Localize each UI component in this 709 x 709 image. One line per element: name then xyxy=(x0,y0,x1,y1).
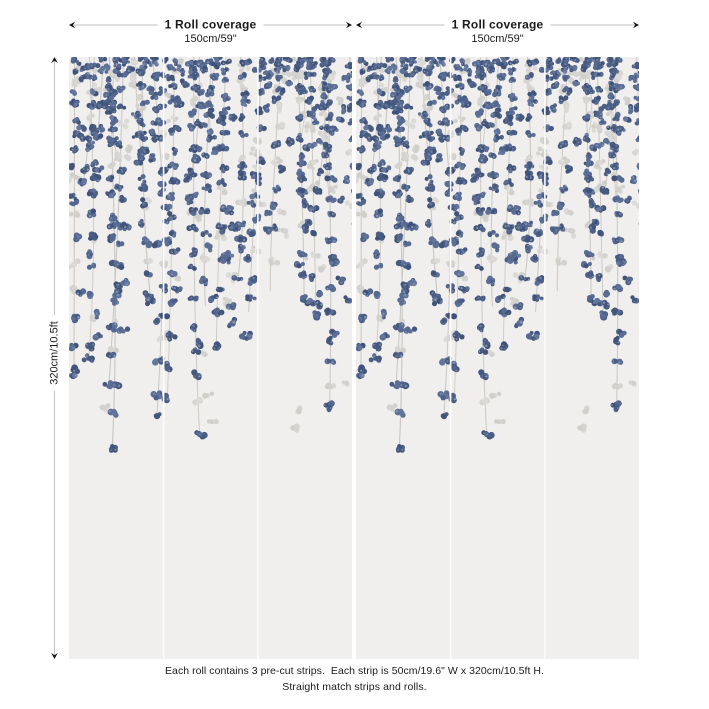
svg-text:320cm/10.5ft: 320cm/10.5ft xyxy=(49,321,61,385)
svg-text:Each roll contains 3 pre-cut s: Each roll contains 3 pre-cut strips. Eac… xyxy=(165,665,544,677)
svg-text:150cm/59": 150cm/59" xyxy=(184,33,236,45)
svg-text:Straight match strips and roll: Straight match strips and rolls. xyxy=(282,681,426,693)
svg-text:1 Roll coverage: 1 Roll coverage xyxy=(165,18,257,32)
svg-text:150cm/59": 150cm/59" xyxy=(471,33,523,45)
svg-text:1 Roll coverage: 1 Roll coverage xyxy=(452,18,544,32)
